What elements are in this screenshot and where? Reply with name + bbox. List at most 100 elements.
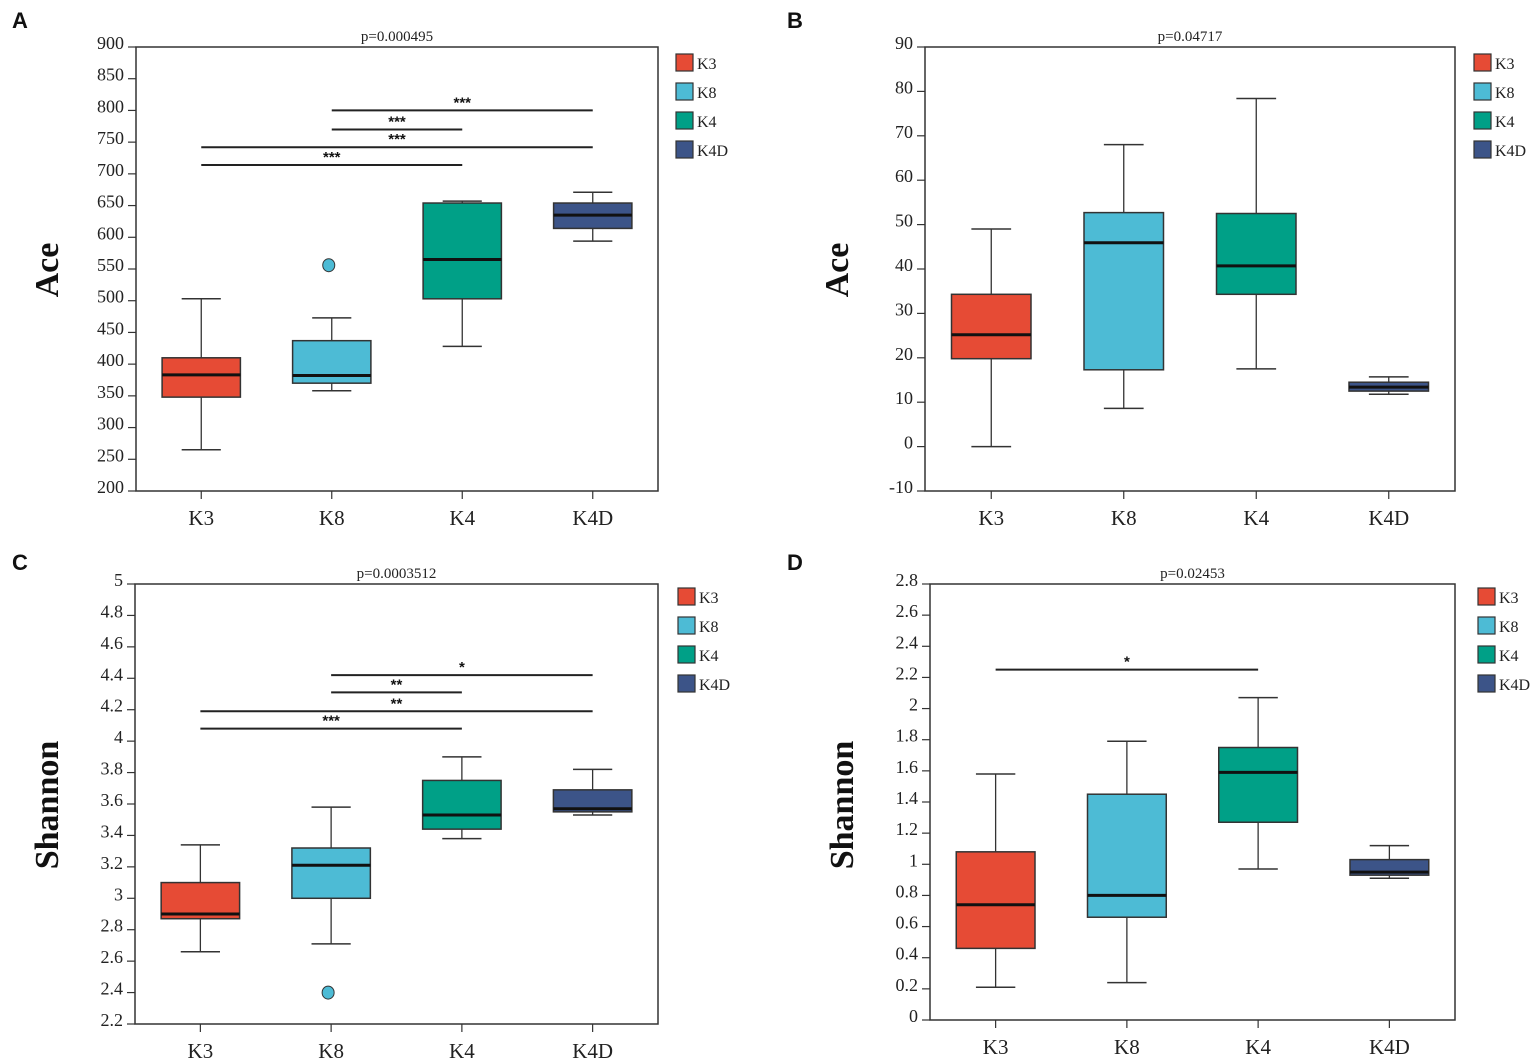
y-tick-label: 0.8 xyxy=(896,881,919,901)
p-value-title: p=0.000495 xyxy=(361,29,433,45)
legend-label: K4 xyxy=(1495,114,1515,131)
box-k8 xyxy=(291,806,372,1000)
y-tick-label: 300 xyxy=(97,414,124,434)
p-value-title: p=0.04717 xyxy=(1158,29,1223,45)
legend: K3 K8 K4 K4D xyxy=(1477,587,1530,694)
y-tick-label: 550 xyxy=(97,255,124,275)
y-tick-label: 1.2 xyxy=(896,819,919,839)
panel-label: B xyxy=(787,8,803,33)
x-tick-label: K4 xyxy=(1243,506,1269,530)
y-tick-label: 2.2 xyxy=(896,663,919,683)
box-k4d xyxy=(1349,844,1430,880)
y-tick-label: 1.6 xyxy=(896,757,919,777)
box-iqr xyxy=(1215,212,1297,296)
y-tick-label: 2.8 xyxy=(101,916,124,936)
significance-label: * xyxy=(459,659,465,676)
y-tick-label: 2.6 xyxy=(101,947,124,967)
panel-label: A xyxy=(12,8,28,33)
y-tick-label: 400 xyxy=(97,350,124,370)
y-tick-label: 80 xyxy=(895,77,913,97)
y-tick-label: 700 xyxy=(97,160,124,180)
x-tick-label: K4 xyxy=(449,1039,475,1061)
legend-swatch-k4 xyxy=(675,111,694,130)
box-k3 xyxy=(955,773,1036,989)
y-tick-label: 90 xyxy=(895,33,913,53)
box-k4 xyxy=(1215,97,1297,370)
significance-label: *** xyxy=(388,131,406,148)
y-tick-label: 60 xyxy=(895,166,913,186)
y-tick-label: 2.2 xyxy=(101,1010,124,1030)
x-tick-label: K4 xyxy=(449,506,475,530)
legend-swatch-k3 xyxy=(675,53,694,72)
x-tick-label: K3 xyxy=(983,1035,1009,1059)
legend-label: K4 xyxy=(1499,648,1519,665)
y-tick-label: 40 xyxy=(895,255,913,275)
significance-label: ** xyxy=(391,676,403,693)
box-iqr xyxy=(161,357,242,398)
y-tick-label: 800 xyxy=(97,96,124,116)
y-tick-label: 3.4 xyxy=(101,821,124,841)
box-k3 xyxy=(950,228,1032,448)
y-tick-label: 2.4 xyxy=(896,632,919,652)
p-value-title: p=0.02453 xyxy=(1160,566,1225,582)
legend-label: K8 xyxy=(1499,619,1519,636)
legend-label: K8 xyxy=(699,619,719,636)
significance-label: ** xyxy=(391,695,403,712)
legend-swatch-k8 xyxy=(1473,82,1492,101)
y-tick-label: 650 xyxy=(97,192,124,212)
y-tick-label: 20 xyxy=(895,344,913,364)
legend: K3 K8 K4 K4D xyxy=(1473,53,1526,160)
y-tick-label: 2.4 xyxy=(101,979,124,999)
legend-label: K4D xyxy=(697,143,728,160)
box-iqr xyxy=(950,293,1032,360)
legend-label: K3 xyxy=(1495,56,1515,73)
y-tick-label: 4 xyxy=(114,727,123,747)
legend-swatch-k4d xyxy=(1473,140,1492,159)
y-tick-label: 2 xyxy=(909,695,918,715)
box-k4 xyxy=(422,200,503,348)
y-tick-label: 4.6 xyxy=(101,633,124,653)
box-iqr xyxy=(1086,793,1167,918)
plot-frame xyxy=(929,583,1456,1021)
y-tick-label: 0.4 xyxy=(896,944,919,964)
y-tick-label: 4.2 xyxy=(101,696,124,716)
panel-label: D xyxy=(787,550,803,575)
y-tick-label: 900 xyxy=(97,33,124,53)
legend-swatch-k8 xyxy=(1477,616,1496,635)
legend-swatch-k8 xyxy=(675,82,694,101)
box-k8 xyxy=(1086,740,1167,984)
legend-swatch-k4d xyxy=(1477,674,1496,693)
y-tick-label: 5 xyxy=(114,570,123,590)
y-tick-label: 0 xyxy=(904,433,913,453)
y-tick-label: 50 xyxy=(895,211,913,231)
legend-swatch-k3 xyxy=(1477,587,1496,606)
x-tick-label: K4D xyxy=(1368,506,1409,530)
box-iqr xyxy=(955,851,1036,950)
box-k3 xyxy=(160,844,241,953)
x-tick-label: K4D xyxy=(572,1039,613,1061)
box-k4d xyxy=(1348,376,1430,395)
y-axis-label: Ace xyxy=(819,243,856,298)
y-tick-label: 500 xyxy=(97,287,124,307)
y-tick-label: 1 xyxy=(909,850,918,870)
x-tick-label: K4 xyxy=(1245,1035,1271,1059)
x-tick-label: K8 xyxy=(1111,506,1137,530)
x-tick-label: K3 xyxy=(978,506,1004,530)
panel-a: Ap=0.000495 Ace 200 250 300 350 400 450 500 550 60… xyxy=(12,8,728,530)
y-tick-label: 850 xyxy=(97,65,124,85)
outlier-point xyxy=(322,258,336,273)
x-tick-label: K8 xyxy=(1114,1035,1140,1059)
legend-label: K4 xyxy=(697,114,717,131)
box-iqr xyxy=(1083,211,1165,371)
box-k8 xyxy=(291,258,372,392)
y-tick-label: 1.4 xyxy=(896,788,919,808)
y-tick-label: 450 xyxy=(97,318,124,338)
y-axis-label: Ace xyxy=(29,243,66,298)
legend-label: K3 xyxy=(1499,590,1519,607)
y-tick-label: 250 xyxy=(97,445,124,465)
panel-label: C xyxy=(12,550,28,575)
y-tick-label: 0.6 xyxy=(896,913,919,933)
